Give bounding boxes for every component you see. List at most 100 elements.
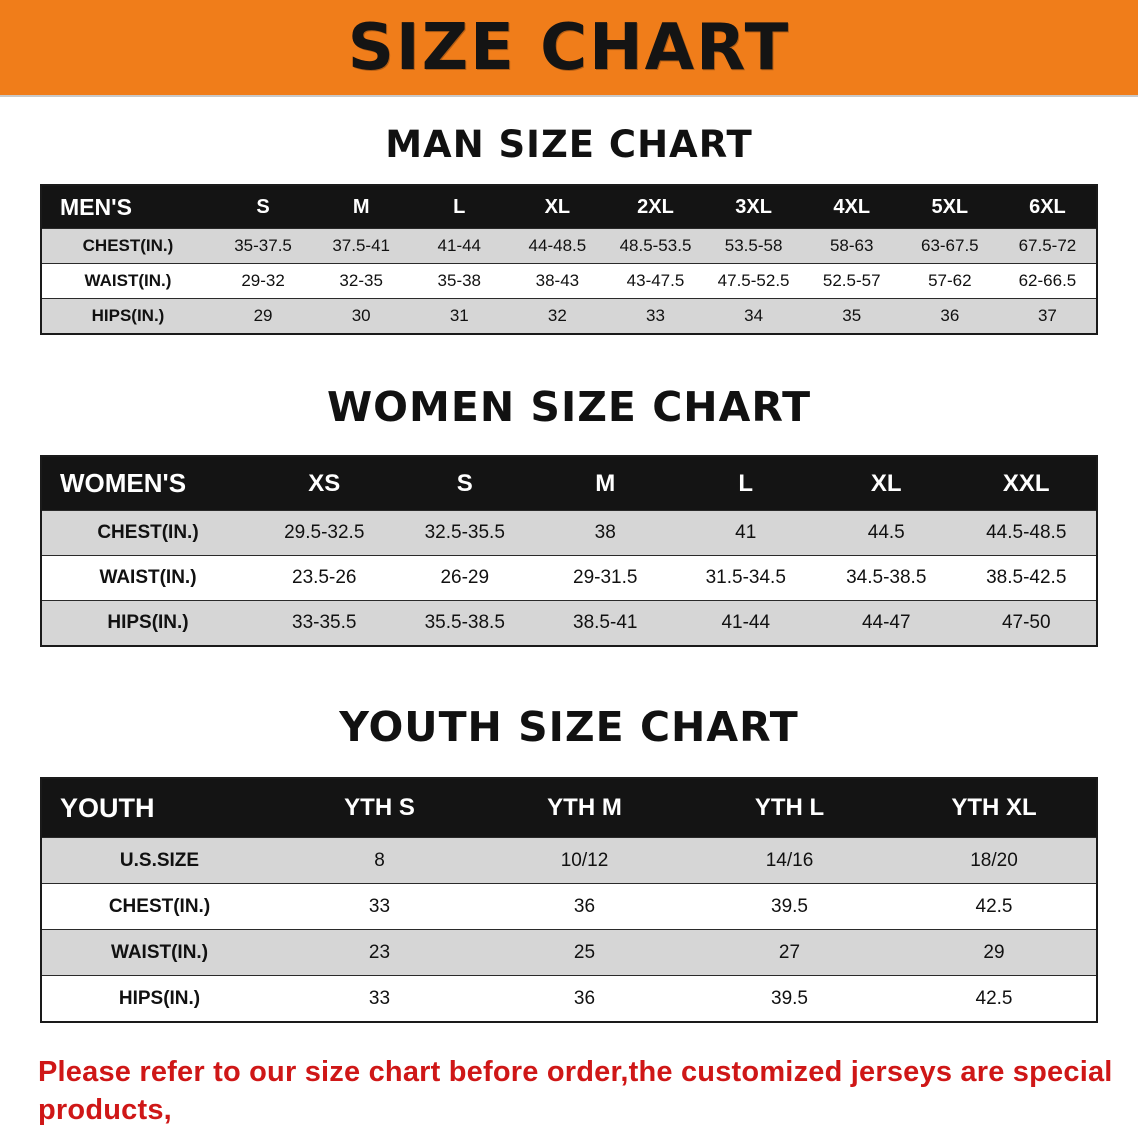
size-value: 63-67.5 bbox=[900, 228, 999, 264]
youth-size-table: YOUTH YTH S YTH M YTH L YTH XL U.S.SIZE 8 10/1… bbox=[40, 777, 1098, 1023]
row-label: WAIST(IN.) bbox=[41, 263, 214, 299]
table-row: WAIST(IN.) 23.5-26 26-29 29-31.5 31.5-34.5 34… bbox=[41, 555, 1097, 601]
men-section: MAN SIZE CHART MEN'S S M L XL 2XL 3XL 4XL 5XL 6XL… bbox=[0, 123, 1138, 335]
row-label: CHEST(IN.) bbox=[41, 510, 254, 556]
size-column-header: L bbox=[410, 184, 509, 229]
table-row: HIPS(IN.) 29 30 31 32 33 34 35 36 37 bbox=[41, 298, 1097, 335]
size-value: 42.5 bbox=[892, 883, 1097, 930]
size-value: 43-47.5 bbox=[606, 263, 705, 299]
size-value: 31.5-34.5 bbox=[675, 555, 816, 601]
table-row: CHEST(IN.) 35-37.5 37.5-41 41-44 44-48.5 48.5… bbox=[41, 228, 1097, 264]
size-value: 29-31.5 bbox=[535, 555, 676, 601]
size-column-header: YTH L bbox=[687, 777, 892, 838]
size-value: 44.5-48.5 bbox=[956, 510, 1097, 556]
table-row: CHEST(IN.) 33 36 39.5 42.5 bbox=[41, 883, 1097, 930]
size-column-header: YTH XL bbox=[892, 777, 1097, 838]
size-column-header: L bbox=[675, 455, 816, 511]
size-value: 31 bbox=[410, 298, 509, 335]
size-value: 38-43 bbox=[508, 263, 607, 299]
size-value: 38 bbox=[535, 510, 676, 556]
notice-line-1: Please refer to our size chart before or… bbox=[38, 1056, 1113, 1126]
size-value: 27 bbox=[687, 929, 892, 976]
row-label: WAIST(IN.) bbox=[41, 555, 254, 601]
youth-section: YOUTH SIZE CHART YOUTH YTH S YTH M YTH L YTH… bbox=[0, 703, 1138, 1023]
size-value: 35-38 bbox=[410, 263, 509, 299]
row-label: WAIST(IN.) bbox=[41, 929, 277, 976]
size-value: 18/20 bbox=[892, 837, 1097, 884]
men-size-table: MEN'S S M L XL 2XL 3XL 4XL 5XL 6XL CHEST(IN.) 35-3… bbox=[40, 184, 1098, 335]
size-value: 33 bbox=[277, 883, 482, 930]
size-value: 37.5-41 bbox=[312, 228, 411, 264]
size-column-header: 6XL bbox=[998, 184, 1097, 229]
size-value: 32-35 bbox=[312, 263, 411, 299]
row-label: CHEST(IN.) bbox=[41, 228, 214, 264]
size-column-header: XL bbox=[508, 184, 607, 229]
women-table-header-row: WOMEN'S XS S M L XL XXL bbox=[41, 455, 1097, 511]
size-column-header: XL bbox=[816, 455, 957, 511]
size-value: 35 bbox=[802, 298, 901, 335]
table-row: CHEST(IN.) 29.5-32.5 32.5-35.5 38 41 44.5 44.5… bbox=[41, 510, 1097, 556]
size-value: 35.5-38.5 bbox=[394, 600, 535, 647]
youth-table-header-row: YOUTH YTH S YTH M YTH L YTH XL bbox=[41, 777, 1097, 838]
size-column-header: 3XL bbox=[704, 184, 803, 229]
size-value: 36 bbox=[482, 883, 687, 930]
size-value: 53.5-58 bbox=[704, 228, 803, 264]
size-value: 37 bbox=[998, 298, 1097, 335]
size-value: 29.5-32.5 bbox=[254, 510, 395, 556]
size-value: 41-44 bbox=[675, 600, 816, 647]
size-value: 42.5 bbox=[892, 975, 1097, 1023]
women-section: WOMEN SIZE CHART WOMEN'S XS S M L XL XXL CHEST… bbox=[0, 383, 1138, 647]
size-value: 36 bbox=[900, 298, 999, 335]
row-label: HIPS(IN.) bbox=[41, 298, 214, 335]
size-value: 41-44 bbox=[410, 228, 509, 264]
men-section-title: MAN SIZE CHART bbox=[385, 123, 753, 166]
size-value: 23.5-26 bbox=[254, 555, 395, 601]
size-value: 47.5-52.5 bbox=[704, 263, 803, 299]
row-label: HIPS(IN.) bbox=[41, 975, 277, 1023]
youth-table-body: U.S.SIZE 8 10/12 14/16 18/20 CHEST(IN.) 33 36 39… bbox=[41, 837, 1097, 1023]
table-row: HIPS(IN.) 33-35.5 35.5-38.5 38.5-41 41-44 44-… bbox=[41, 600, 1097, 647]
youth-section-title: YOUTH SIZE CHART bbox=[339, 703, 799, 751]
size-value: 10/12 bbox=[482, 837, 687, 884]
row-label: U.S.SIZE bbox=[41, 837, 277, 884]
size-column-header: M bbox=[535, 455, 676, 511]
men-table-header-row: MEN'S S M L XL 2XL 3XL 4XL 5XL 6XL bbox=[41, 184, 1097, 229]
size-value: 33 bbox=[606, 298, 705, 335]
size-value: 8 bbox=[277, 837, 482, 884]
table-corner-label: MEN'S bbox=[41, 184, 214, 229]
size-value: 33-35.5 bbox=[254, 600, 395, 647]
size-value: 38.5-42.5 bbox=[956, 555, 1097, 601]
row-label: CHEST(IN.) bbox=[41, 883, 277, 930]
size-value: 32 bbox=[508, 298, 607, 335]
size-value: 25 bbox=[482, 929, 687, 976]
size-value: 36 bbox=[482, 975, 687, 1023]
size-value: 67.5-72 bbox=[998, 228, 1097, 264]
size-column-header: M bbox=[312, 184, 411, 229]
size-value: 38.5-41 bbox=[535, 600, 676, 647]
size-value: 58-63 bbox=[802, 228, 901, 264]
size-value: 29 bbox=[892, 929, 1097, 976]
women-size-table: WOMEN'S XS S M L XL XXL CHEST(IN.) 29.5-32.5 32.… bbox=[40, 455, 1098, 647]
size-value: 32.5-35.5 bbox=[394, 510, 535, 556]
size-value: 41 bbox=[675, 510, 816, 556]
row-label: HIPS(IN.) bbox=[41, 600, 254, 647]
size-value: 39.5 bbox=[687, 975, 892, 1023]
women-table-body: CHEST(IN.) 29.5-32.5 32.5-35.5 38 41 44.5 44.5… bbox=[41, 510, 1097, 647]
table-row: WAIST(IN.) 23 25 27 29 bbox=[41, 929, 1097, 976]
size-value: 29-32 bbox=[214, 263, 313, 299]
size-value: 34 bbox=[704, 298, 803, 335]
size-column-header: XXL bbox=[956, 455, 1097, 511]
size-column-header: S bbox=[214, 184, 313, 229]
size-column-header: YTH M bbox=[482, 777, 687, 838]
size-value: 35-37.5 bbox=[214, 228, 313, 264]
size-value: 34.5-38.5 bbox=[816, 555, 957, 601]
table-corner-label: YOUTH bbox=[41, 777, 277, 838]
size-column-header: 4XL bbox=[802, 184, 901, 229]
size-value: 47-50 bbox=[956, 600, 1097, 647]
page-title: SIZE CHART bbox=[347, 10, 791, 85]
size-column-header: S bbox=[394, 455, 535, 511]
size-value: 29 bbox=[214, 298, 313, 335]
footer-notice: Please refer to our size chart before or… bbox=[38, 1053, 1138, 1132]
size-value: 52.5-57 bbox=[802, 263, 901, 299]
